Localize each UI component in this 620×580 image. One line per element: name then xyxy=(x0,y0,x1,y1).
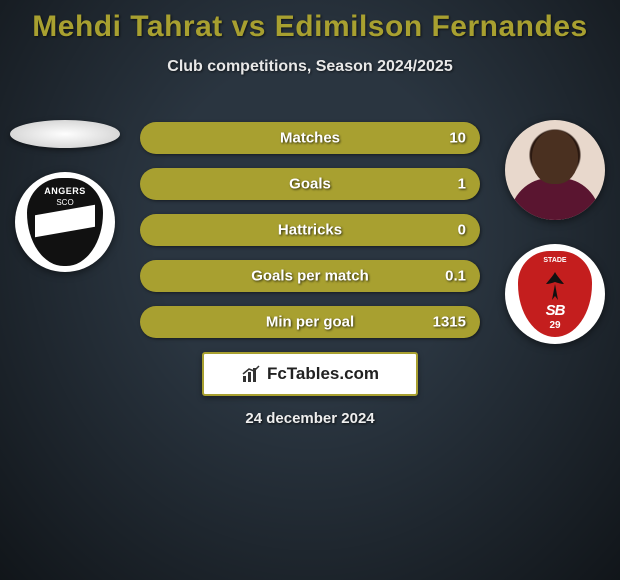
right-player-photo xyxy=(505,120,605,220)
bar-right-value: 0 xyxy=(458,222,466,239)
bar-right-value: 1315 xyxy=(433,314,466,331)
angers-shield: ANGERS SCO xyxy=(27,178,103,266)
left-club-badge: ANGERS SCO xyxy=(15,172,115,272)
page-title: Mehdi Tahrat vs Edimilson Fernandes xyxy=(0,0,620,44)
angers-sco: SCO xyxy=(56,198,73,207)
content-wrapper: Mehdi Tahrat vs Edimilson Fernandes Club… xyxy=(0,0,620,580)
bar-label: Goals per match xyxy=(251,268,369,285)
bar-label: Matches xyxy=(280,130,340,147)
brest-top-text: STADE xyxy=(543,257,566,264)
player-head xyxy=(532,130,578,184)
bar-right-value: 10 xyxy=(449,130,466,147)
left-avatars: ANGERS SCO xyxy=(10,120,120,272)
bar-right-value: 0.1 xyxy=(445,268,466,285)
player-body xyxy=(510,178,600,220)
brest-hermine-icon xyxy=(537,269,573,305)
stat-bars: Matches 10 Goals 1 Hattricks 0 Goals per match… xyxy=(140,122,480,338)
stat-bar: Hattricks 0 xyxy=(140,214,480,246)
right-club-badge: STADE SB 29 xyxy=(505,244,605,344)
footer-brand-text: FcTables.com xyxy=(267,364,379,384)
brest-sb: SB xyxy=(546,302,565,319)
brest-29: 29 xyxy=(549,320,560,331)
date-text: 24 december 2024 xyxy=(245,410,374,427)
bar-label: Min per goal xyxy=(266,314,354,331)
stat-bar: Goals 1 xyxy=(140,168,480,200)
subtitle: Club competitions, Season 2024/2025 xyxy=(0,58,620,76)
stat-bar: Min per goal 1315 xyxy=(140,306,480,338)
chart-icon xyxy=(241,364,261,384)
stat-bar: Goals per match 0.1 xyxy=(140,260,480,292)
brest-shield: STADE SB 29 xyxy=(518,251,592,337)
stat-bar: Matches 10 xyxy=(140,122,480,154)
bar-right-value: 1 xyxy=(458,176,466,193)
angers-text: ANGERS xyxy=(44,186,86,196)
bar-label: Goals xyxy=(289,176,331,193)
left-player-placeholder xyxy=(10,120,120,148)
angers-stripe xyxy=(35,205,95,238)
footer-brand-badge[interactable]: FcTables.com xyxy=(202,352,418,396)
bar-label: Hattricks xyxy=(278,222,342,239)
right-avatars: STADE SB 29 xyxy=(500,120,610,344)
